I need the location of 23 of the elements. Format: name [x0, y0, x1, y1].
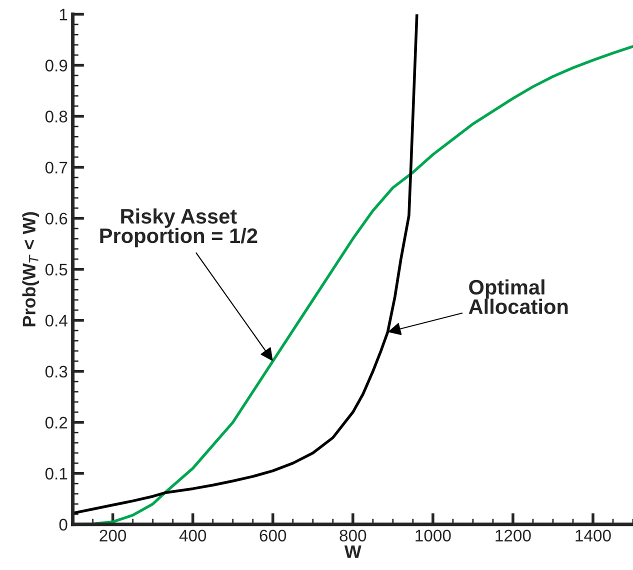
- y-tick-label: 0.9: [45, 60, 68, 72]
- x-tick-label: 1400: [576, 530, 611, 542]
- y-tick-label: 0.8: [45, 110, 68, 122]
- y-tick-label: 0.1: [45, 468, 68, 480]
- y-tick-label: 0.3: [45, 366, 68, 378]
- y-tick-label: 1: [60, 8, 68, 20]
- y-tick-label: 0.6: [45, 212, 68, 225]
- y-tick-label: 0.2: [45, 416, 68, 429]
- x-tick-label: 200: [100, 530, 126, 542]
- y-axis-title: Prob(W$_{T}$ < W): [22, 212, 40, 326]
- annotation: Risky Asset Proportion = 1/2: [100, 208, 258, 248]
- x-tick-label: 400: [179, 530, 206, 542]
- x-tick-label: 800: [340, 530, 366, 542]
- x-tick-label: 600: [260, 530, 286, 542]
- y-tick-label: 0.4: [45, 314, 68, 327]
- line-series: [72, 14, 418, 515]
- x-axis-title: W: [344, 545, 362, 558]
- x-tick-label: 1000: [416, 530, 451, 542]
- y-tick-label: 0.7: [45, 162, 68, 174]
- x-tick-label: 1200: [496, 530, 531, 542]
- y-tick-label: 0: [59, 518, 68, 531]
- y-tick-label: 0.5: [45, 264, 68, 276]
- annotation: Optimal Allocation: [468, 279, 568, 314]
